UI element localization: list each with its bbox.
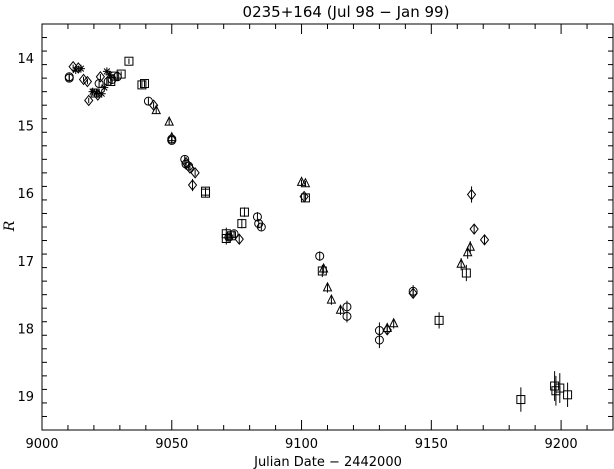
- x-tick-label: 9150: [415, 437, 448, 452]
- data-point-asterisk: [76, 64, 85, 73]
- data-point-square: [239, 207, 249, 217]
- data-point-diamond: [84, 94, 94, 107]
- data-point-square: [461, 268, 471, 278]
- data-point-diamond: [95, 70, 106, 83]
- data-point-square: [124, 56, 134, 66]
- data-point-circle: [107, 74, 117, 84]
- data-point-triangle: [166, 131, 177, 142]
- data-point-circle: [64, 73, 74, 83]
- data-point-square: [516, 395, 526, 405]
- y-tick-label: 15: [17, 120, 34, 135]
- data-point-diamond: [190, 167, 200, 179]
- y-tick-label: 17: [17, 255, 34, 270]
- data-point-square: [317, 266, 327, 276]
- axis-tick-labels: 9000 9050 9100 9150 9200 14 15 16 17 18 19: [17, 52, 577, 452]
- data-point-square: [550, 381, 560, 391]
- data-point-circle: [374, 335, 384, 345]
- data-point-triangle: [300, 177, 311, 188]
- y-tick-label: 16: [17, 187, 34, 202]
- data-point-triangle: [456, 258, 466, 268]
- data-point-asterisk: [105, 70, 114, 79]
- x-tick-label: 9050: [155, 437, 188, 452]
- data-point-triangle: [462, 246, 473, 257]
- data-point-circle: [252, 212, 262, 222]
- data-point-triangle: [465, 241, 476, 251]
- data-point-triangle: [382, 322, 393, 332]
- x-tick-label: 9000: [25, 437, 58, 452]
- data-point-triangle: [164, 115, 174, 126]
- data-point-circle: [180, 154, 190, 164]
- x-axis-label: Julian Date − 2442000: [253, 455, 402, 469]
- data-point-circle: [256, 222, 266, 232]
- data-point-square: [226, 231, 236, 241]
- chart-title: 0235+164 (Jul 98 − Jan 99): [243, 3, 450, 21]
- y-tick-label: 14: [17, 52, 34, 67]
- y-tick-label: 18: [17, 323, 34, 338]
- data-point-diamond: [408, 287, 418, 300]
- data-point-triangle: [335, 304, 346, 314]
- data-point-square: [434, 315, 444, 325]
- data-point-asterisk: [97, 89, 106, 98]
- data-point-diamond: [68, 60, 78, 73]
- data-point-square: [221, 234, 231, 244]
- data-point-triangle: [326, 293, 337, 304]
- data-point-triangle: [322, 281, 333, 292]
- data-point-circle: [315, 251, 325, 261]
- plot-frame: [41, 23, 614, 431]
- data-point-diamond: [187, 179, 198, 191]
- data-points: [64, 56, 573, 412]
- data-point-square: [137, 80, 147, 90]
- data-point-triangle: [296, 176, 307, 186]
- data-point-diamond: [466, 188, 477, 201]
- data-point-square: [116, 69, 126, 79]
- data-point-diamond: [479, 234, 490, 246]
- data-point-square: [237, 219, 247, 229]
- data-point-square: [140, 79, 150, 89]
- y-tick-label: 19: [17, 390, 34, 405]
- data-point-triangle: [151, 104, 162, 115]
- data-point-circle: [342, 311, 352, 321]
- data-point-diamond: [469, 223, 479, 235]
- data-point-square: [555, 383, 565, 393]
- axis-ticks: [41, 23, 614, 431]
- y-axis-label: R: [2, 220, 18, 232]
- data-point-square: [563, 390, 573, 400]
- x-tick-label: 9200: [545, 437, 578, 452]
- data-point-square: [201, 188, 211, 198]
- data-point-diamond: [82, 75, 93, 88]
- data-point-triangle: [318, 262, 329, 273]
- data-point-asterisk: [71, 66, 80, 75]
- data-point-square: [300, 193, 310, 203]
- data-point-asterisk: [92, 89, 101, 98]
- data-point-diamond: [185, 162, 195, 174]
- data-point-asterisk: [100, 83, 109, 92]
- data-point-diamond: [234, 233, 244, 245]
- data-point-triangle: [388, 317, 399, 328]
- x-tick-label: 9100: [285, 437, 318, 452]
